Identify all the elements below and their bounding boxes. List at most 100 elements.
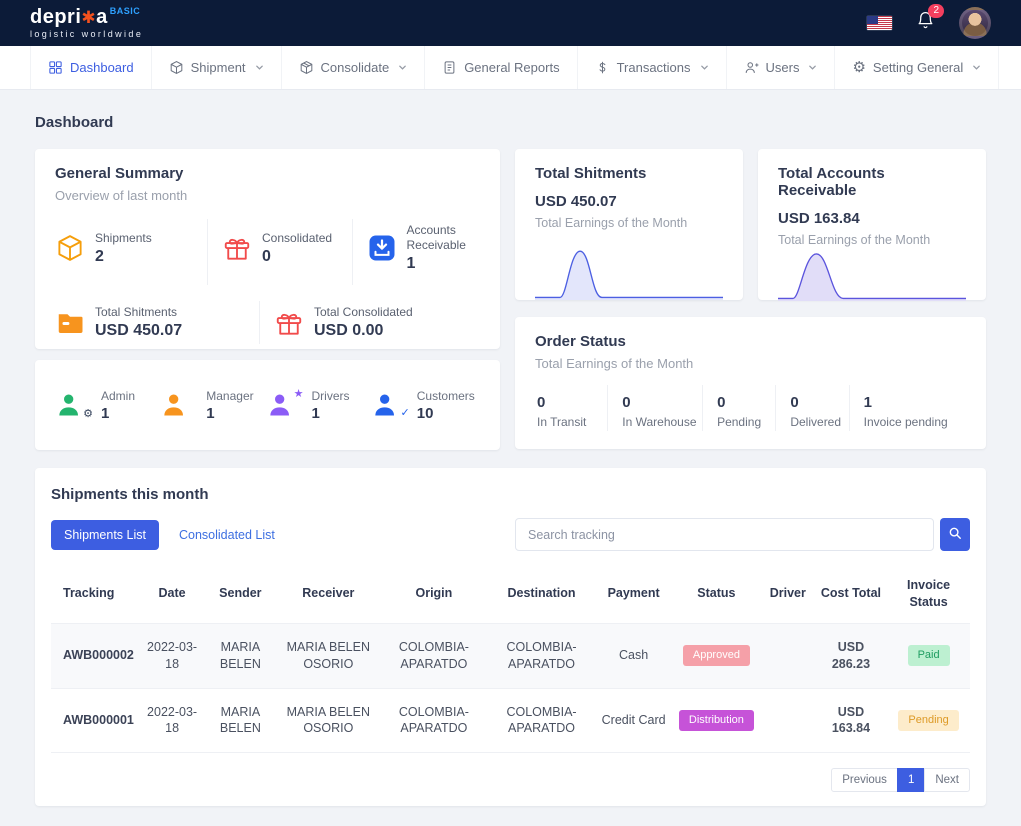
tab-consolidated-list[interactable]: Consolidated List [178, 527, 275, 542]
notifications-button[interactable]: 2 [916, 4, 944, 35]
customer-person-icon: ✓ [373, 391, 410, 419]
stat-value: 1 [311, 404, 320, 422]
cell-tracking: AWB000002 [51, 622, 140, 689]
card-subtitle: Total Earnings of the Month [778, 233, 931, 247]
cell-invoice-status: Pending [887, 687, 970, 754]
stat-value: 1 [206, 404, 215, 422]
status-label: Delivered [790, 415, 842, 429]
stat-label: Shipments [95, 230, 152, 245]
cell-date: 2022-03-18 [140, 687, 205, 754]
pagination-previous-button[interactable]: Previous [831, 768, 898, 793]
package-icon [299, 60, 314, 75]
cell-status: Approved [671, 622, 761, 689]
chevron-down-icon [398, 63, 407, 72]
chevron-down-icon [700, 63, 709, 72]
pagination-page-1-button[interactable]: 1 [896, 768, 926, 793]
manager-person-icon [162, 391, 194, 419]
col-tracking: Tracking [63, 586, 115, 601]
status-badge: Approved [682, 644, 750, 667]
card-title: Total Shitments [535, 165, 647, 182]
nav-item-users[interactable]: Users [727, 46, 836, 89]
user-avatar[interactable] [959, 7, 991, 39]
search-button[interactable] [940, 518, 970, 551]
tracking-search [515, 518, 970, 551]
table-row: AWB000001 2022-03-18 MARIA BELEN MARIA B… [51, 687, 970, 754]
cell-tracking: AWB000001 [51, 687, 140, 754]
brand-logo[interactable]: depri✱a BASIC logistic worldwide [30, 7, 143, 39]
order-status-title: Order Status [535, 333, 626, 350]
total-shipments-card: Total Shitments USD 450.07 Total Earning… [515, 149, 743, 300]
nav-label: Consolidate [320, 60, 390, 75]
card-amount: USD 450.07 [535, 193, 617, 210]
col-cost-total: Cost Total [820, 586, 882, 601]
check-icon: ✓ [400, 407, 410, 419]
user-plus-icon [744, 60, 759, 75]
cell-destination: COLOMBIA-APARATDO [487, 687, 596, 754]
accounts-sparkline-chart [778, 247, 966, 301]
cell-origin: COLOMBIA-APARATDO [380, 622, 488, 689]
cell-invoice-status: Paid [887, 622, 970, 689]
card-amount: USD 163.84 [778, 210, 860, 227]
col-sender: Sender [219, 586, 262, 601]
cell-receiver: MARIA BELEN OSORIO [276, 622, 381, 689]
order-status-invoice-pending: 1 Invoice pending [850, 385, 966, 431]
gear-icon: ⚙ [83, 408, 93, 420]
status-value: 0 [622, 394, 631, 411]
folder-icon [55, 308, 85, 338]
nav-item-shipment[interactable]: Shipment [152, 46, 282, 89]
cell-cost-total: USD 286.23 [814, 622, 888, 689]
card-subtitle: Total Earnings of the Month [535, 216, 688, 230]
cell-receiver: MARIA BELEN OSORIO [276, 687, 381, 754]
stat-total-consolidated: Total Consolidated USD 0.00 [259, 301, 480, 344]
gear-icon: ⚙ [852, 59, 866, 76]
stat-consolidated: Consolidated 0 [208, 219, 353, 285]
gift-icon [274, 308, 304, 338]
nav-item-consolidate[interactable]: Consolidate [282, 46, 426, 89]
stat-customers: ✓ Customers 10 [373, 389, 478, 422]
shipments-month-card: Shipments this month Shipments List Cons… [35, 468, 986, 807]
chevron-down-icon [255, 63, 264, 72]
cell-status: Distribution [671, 687, 761, 754]
search-tracking-input[interactable] [515, 518, 934, 551]
cell-driver [760, 687, 815, 754]
main-content: Dashboard General Summary Overview of la… [0, 90, 1021, 826]
nav-item-dashboard[interactable]: Dashboard [30, 46, 152, 89]
nav-item-general-reports[interactable]: General Reports [425, 46, 578, 89]
language-flag-us[interactable] [867, 16, 892, 30]
nav-item-setting-general[interactable]: ⚙ Setting General [835, 46, 1000, 89]
notification-count-badge: 2 [928, 4, 944, 18]
stat-label: Total Consolidated [314, 305, 413, 319]
stat-accounts-receivable: Accounts Receivable 1 [353, 219, 481, 285]
status-value: 0 [537, 394, 546, 411]
stat-label: Admin [101, 388, 136, 403]
pagination-next-button[interactable]: Next [924, 768, 970, 793]
col-payment: Payment [607, 586, 660, 601]
driver-person-icon: ★ [268, 389, 304, 419]
pagination: Previous 1 Next [51, 768, 970, 793]
stat-value: USD 0.00 [314, 322, 384, 339]
status-value: 1 [863, 394, 872, 411]
dashboard-grid-icon [48, 60, 63, 75]
tab-shipments-list[interactable]: Shipments List [51, 519, 159, 550]
status-label: In Transit [537, 415, 587, 429]
stat-label: Accounts Receivable [406, 223, 466, 252]
nav-label: Shipment [190, 60, 246, 75]
order-status-pending: 0 Pending [703, 385, 777, 431]
stat-value: 2 [95, 247, 104, 265]
order-status-subtitle: Total Earnings of the Month [535, 356, 694, 371]
bell-icon [916, 11, 935, 35]
document-icon [442, 60, 457, 75]
nav-item-transactions[interactable]: Transactions [578, 46, 727, 89]
order-status-in-transit: 0 In Transit [535, 385, 609, 431]
stat-total-shipments: Total Shitments USD 450.07 [55, 301, 259, 344]
stat-label: Total Shitments [95, 305, 178, 319]
status-badge: Distribution [678, 709, 754, 732]
total-accounts-receivable-card: Total Accounts Receivable USD 163.84 Tot… [758, 149, 986, 301]
cell-sender: MARIA BELEN [204, 687, 277, 754]
general-summary-subtitle: Overview of last month [55, 188, 188, 203]
shipments-title: Shipments this month [51, 486, 209, 503]
inbox-arrow-icon [367, 233, 397, 263]
logo-subtitle: logistic worldwide [30, 29, 144, 39]
dollar-icon [595, 60, 610, 75]
order-status-delivered: 0 Delivered [776, 385, 850, 431]
